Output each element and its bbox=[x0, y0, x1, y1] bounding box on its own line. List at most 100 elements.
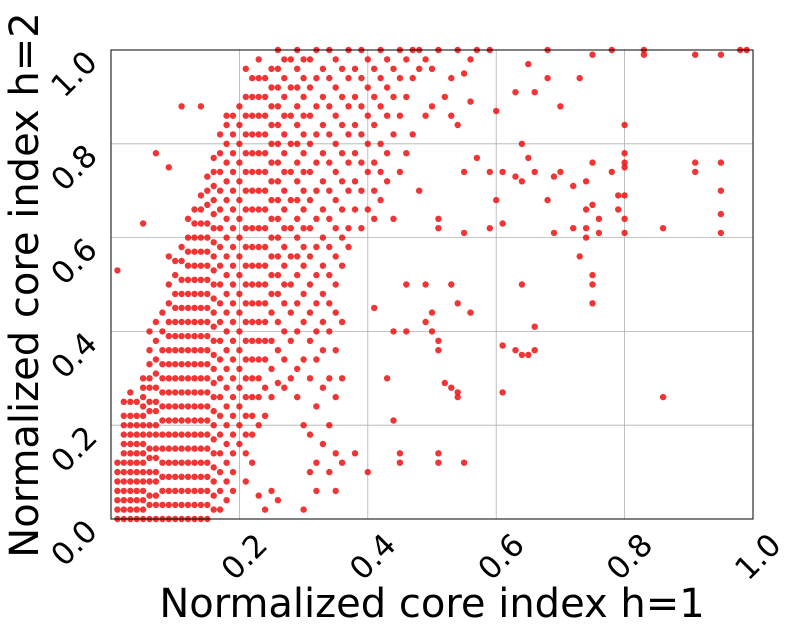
data-point bbox=[313, 487, 320, 495]
data-point bbox=[204, 361, 211, 368]
data-point bbox=[223, 271, 230, 279]
data-point bbox=[242, 300, 249, 307]
data-point bbox=[191, 361, 198, 368]
data-point bbox=[159, 501, 166, 509]
data-point bbox=[441, 379, 448, 387]
data-point bbox=[595, 215, 603, 222]
data-point bbox=[242, 478, 249, 485]
data-point bbox=[692, 168, 699, 176]
data-point bbox=[204, 290, 211, 298]
data-point bbox=[172, 318, 179, 326]
data-point bbox=[146, 347, 153, 354]
data-point bbox=[390, 131, 397, 138]
data-point bbox=[435, 450, 442, 457]
data-point bbox=[216, 300, 224, 307]
data-point bbox=[550, 173, 558, 180]
data-point bbox=[383, 178, 391, 185]
data-point bbox=[294, 121, 301, 129]
data-point bbox=[236, 422, 243, 429]
data-point bbox=[191, 417, 198, 424]
data-point bbox=[300, 225, 307, 232]
data-point bbox=[249, 206, 256, 213]
data-point bbox=[223, 459, 230, 466]
data-point bbox=[210, 196, 217, 204]
data-point bbox=[120, 412, 128, 419]
data-point bbox=[274, 290, 282, 298]
data-point bbox=[139, 422, 147, 429]
data-point bbox=[242, 65, 249, 73]
plot-frame bbox=[110, 49, 754, 520]
data-point bbox=[197, 487, 205, 495]
data-point bbox=[249, 225, 256, 232]
data-point bbox=[223, 403, 230, 410]
data-point bbox=[319, 290, 327, 298]
data-point bbox=[313, 459, 320, 466]
data-point bbox=[261, 150, 269, 157]
data-point bbox=[197, 389, 205, 396]
data-point bbox=[640, 51, 648, 58]
data-point bbox=[191, 220, 198, 227]
data-point bbox=[255, 206, 262, 213]
data-point bbox=[184, 248, 192, 255]
data-point bbox=[326, 215, 333, 222]
data-point bbox=[197, 375, 205, 382]
data-point bbox=[287, 140, 294, 147]
data-point bbox=[621, 159, 628, 166]
data-point bbox=[146, 422, 153, 429]
data-point bbox=[319, 384, 327, 391]
data-point bbox=[454, 300, 461, 307]
data-point bbox=[204, 220, 211, 227]
data-point bbox=[281, 74, 288, 82]
data-point bbox=[210, 492, 217, 499]
data-point bbox=[139, 220, 147, 227]
data-point bbox=[139, 459, 147, 466]
data-point bbox=[223, 384, 230, 391]
data-point bbox=[261, 74, 269, 82]
data-point bbox=[255, 337, 262, 344]
data-point bbox=[242, 281, 249, 288]
data-point bbox=[281, 225, 288, 232]
data-point bbox=[377, 196, 384, 204]
data-point bbox=[229, 487, 237, 495]
data-point bbox=[338, 93, 346, 101]
data-point bbox=[197, 234, 205, 241]
data-point bbox=[242, 93, 249, 101]
data-point bbox=[152, 445, 160, 452]
data-point bbox=[152, 501, 160, 509]
data-point bbox=[146, 468, 153, 476]
data-point bbox=[159, 309, 166, 316]
y-tick-label-2: 0.4 bbox=[44, 326, 104, 386]
data-point bbox=[319, 440, 327, 448]
data-point bbox=[204, 389, 211, 396]
data-point bbox=[236, 403, 243, 410]
data-point bbox=[274, 196, 282, 204]
data-point bbox=[152, 492, 160, 499]
data-point bbox=[403, 328, 410, 335]
data-point bbox=[371, 93, 378, 101]
data-point bbox=[249, 281, 256, 288]
data-point bbox=[589, 271, 596, 279]
data-point bbox=[300, 187, 307, 194]
data-point bbox=[178, 103, 185, 110]
data-point bbox=[300, 243, 307, 251]
data-point bbox=[236, 309, 243, 316]
data-point bbox=[146, 328, 153, 335]
data-point bbox=[589, 159, 596, 166]
data-point bbox=[165, 361, 172, 368]
data-point bbox=[332, 112, 339, 119]
data-point bbox=[319, 206, 327, 213]
data-point bbox=[197, 431, 205, 438]
data-point bbox=[261, 412, 269, 419]
data-point bbox=[172, 501, 179, 509]
data-point bbox=[159, 445, 166, 452]
data-point bbox=[114, 459, 121, 466]
data-point bbox=[210, 295, 217, 302]
data-point bbox=[146, 407, 153, 415]
data-point bbox=[139, 403, 147, 410]
data-point bbox=[178, 487, 185, 495]
data-point bbox=[268, 393, 275, 401]
data-point bbox=[345, 225, 352, 232]
data-point bbox=[300, 168, 307, 176]
data-point bbox=[255, 112, 262, 119]
data-point bbox=[364, 84, 371, 91]
